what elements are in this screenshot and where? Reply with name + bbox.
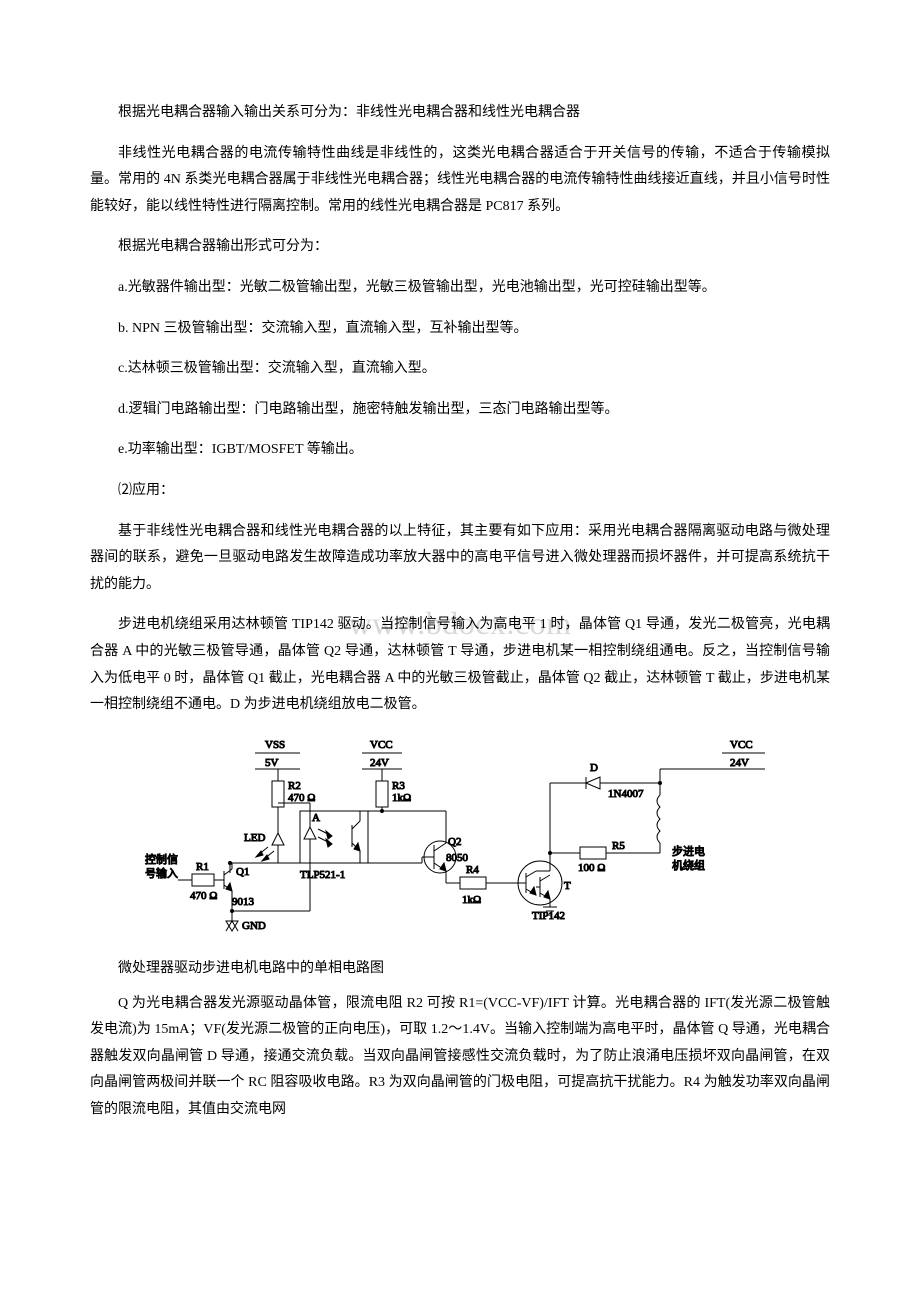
paragraph-4: a.光敏器件输出型：光敏二极管输出型，光敏三极管输出型，光电池输出型，光可控硅输… <box>90 275 830 302</box>
label-ctrl2: 号输入 <box>145 866 178 880</box>
paragraph-2: 非线性光电耦合器的电流传输特性曲线是非线性的，这类光电耦合器适合于开关信号的传输… <box>90 141 830 221</box>
label-5v: 5V <box>265 757 279 769</box>
label-r1: R1 <box>196 861 209 873</box>
label-r2: R2 <box>288 780 301 792</box>
paragraph-7: d.逻辑门电路输出型：门电路输出型，施密特触发输出型，三态门电路输出型等。 <box>90 397 830 424</box>
label-vcc1: VCC <box>370 739 393 751</box>
label-vcc2: VCC <box>730 739 753 751</box>
label-r2v: 470 Ω <box>288 792 315 804</box>
label-24v1: 24V <box>370 757 389 769</box>
label-r3v: 1kΩ <box>392 792 411 804</box>
label-tt: TIP142 <box>532 910 565 922</box>
paragraph-8: e.功率输出型：IGBT/MOSFET 等输出。 <box>90 437 830 464</box>
label-motor1: 步进电 <box>672 845 705 858</box>
paragraph-11: 步进电机绕组采用达林顿管 TIP142 驱动。当控制信号输入为高电平 1 时，晶… <box>90 612 830 718</box>
label-led: LED <box>244 832 265 844</box>
label-24v2: 24V <box>730 757 749 769</box>
label-motor2: 机绕组 <box>672 858 705 872</box>
label-r1v: 470 Ω <box>190 890 217 902</box>
label-q2t: 8050 <box>446 852 469 864</box>
label-t: T <box>564 880 571 892</box>
label-r3: R3 <box>392 780 405 792</box>
label-d: D <box>590 762 598 774</box>
label-q1: Q1 <box>236 866 249 878</box>
paragraph-5: b. NPN 三极管输出型：交流输入型，直流输入型，互补输出型等。 <box>90 316 830 343</box>
paragraph-1: 根据光电耦合器输入输出关系可分为：非线性光电耦合器和线性光电耦合器 <box>90 100 830 127</box>
paragraph-9: ⑵应用： <box>90 478 830 505</box>
label-gnd: GND <box>242 920 266 932</box>
document-content: 根据光电耦合器输入输出关系可分为：非线性光电耦合器和线性光电耦合器 非线性光电耦… <box>90 100 830 1124</box>
label-ctrl1: 控制信 <box>145 852 178 866</box>
label-tlp: TLP521-1 <box>300 869 345 881</box>
label-r4: R4 <box>466 864 479 876</box>
label-vss: VSS <box>265 739 285 751</box>
paragraph-3: 根据光电耦合器输出形式可分为： <box>90 234 830 261</box>
figure-caption: 微处理器驱动步进电机电路中的单相电路图 <box>90 957 830 977</box>
label-a: A <box>312 812 320 824</box>
label-r5: R5 <box>612 840 625 852</box>
paragraph-6: c.达林顿三极管输出型：交流输入型，直流输入型。 <box>90 356 830 383</box>
circuit-diagram: VSS 5V R2 470 Ω LED <box>140 733 780 943</box>
label-r5v: 100 Ω <box>578 862 605 874</box>
label-q1t: 9013 <box>232 896 255 908</box>
label-dt: 1N4007 <box>608 788 644 800</box>
paragraph-10: 基于非线性光电耦合器和线性光电耦合器的以上特征，其主要有如下应用：采用光电耦合器… <box>90 519 830 599</box>
label-r4v: 1kΩ <box>462 894 481 906</box>
paragraph-12: Q 为光电耦合器发光源驱动晶体管，限流电阻 R2 可按 R1=(VCC-VF)/… <box>90 991 830 1124</box>
label-q2: Q2 <box>448 836 461 848</box>
